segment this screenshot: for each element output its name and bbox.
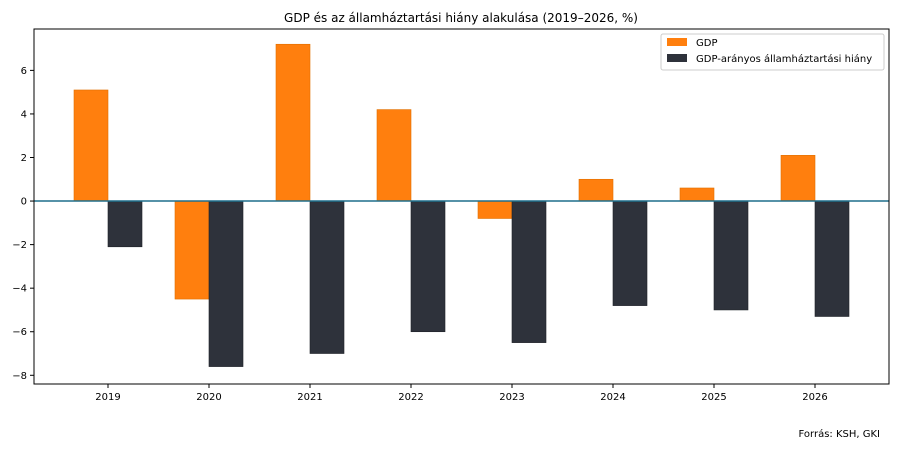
plot-frame bbox=[33, 28, 890, 385]
x-tick-label: 2026 bbox=[802, 392, 827, 403]
y-tick-label: 0 bbox=[21, 197, 27, 208]
x-tick-label: 2019 bbox=[95, 392, 120, 403]
bar-gdp-2019 bbox=[73, 89, 109, 202]
legend-label-gdp: GDP bbox=[696, 38, 717, 49]
source-note: Forrás: KSH, GKI bbox=[799, 428, 880, 440]
bar-deficit-2026 bbox=[814, 200, 850, 317]
y-tick-label: −8 bbox=[12, 371, 27, 382]
bar-gdp-2026 bbox=[780, 155, 816, 202]
bars-layer bbox=[73, 43, 850, 367]
bar-deficit-2022 bbox=[410, 200, 446, 333]
y-tick-label: 6 bbox=[21, 66, 27, 77]
legend-label-deficit: GDP-arányos államháztartási hiány bbox=[696, 53, 872, 65]
x-tick-label: 2022 bbox=[398, 392, 423, 403]
y-tick-label: 2 bbox=[21, 153, 27, 164]
x-tick-label: 2021 bbox=[297, 392, 322, 403]
bar-gdp-2021 bbox=[275, 43, 311, 202]
bar-deficit-2023 bbox=[511, 200, 547, 343]
bar-deficit-2025 bbox=[713, 200, 749, 311]
y-tick-label: −4 bbox=[12, 284, 27, 295]
bar-deficit-2019 bbox=[107, 200, 143, 248]
legend-swatch-gdp bbox=[667, 38, 687, 46]
bar-deficit-2020 bbox=[208, 200, 244, 367]
y-tick-label: −2 bbox=[12, 240, 27, 251]
chart-title: GDP és az államháztartási hiány alakulás… bbox=[284, 11, 638, 25]
legend-swatch-deficit bbox=[667, 54, 687, 62]
x-tick-label: 2024 bbox=[600, 392, 625, 403]
y-tick-label: 4 bbox=[21, 109, 27, 120]
x-axis: 2019 2020 2021 2022 2023 2024 2025 2026 bbox=[95, 384, 828, 403]
legend-box bbox=[660, 33, 885, 71]
bar-gdp-2022 bbox=[376, 109, 412, 202]
x-tick-label: 2025 bbox=[701, 392, 726, 403]
bar-gdp-2020 bbox=[174, 200, 210, 300]
x-tick-label: 2023 bbox=[499, 392, 524, 403]
x-tick-label: 2020 bbox=[196, 392, 221, 403]
bar-gdp-2023 bbox=[477, 200, 513, 219]
legend: GDP GDP-arányos államháztartási hiány bbox=[660, 33, 885, 71]
y-axis: −8 −6 −4 −2 0 2 4 6 bbox=[12, 66, 34, 382]
bar-gdp-2024 bbox=[578, 178, 614, 202]
y-tick-label: −6 bbox=[12, 327, 27, 338]
bar-gdp-2025 bbox=[679, 187, 715, 202]
bar-deficit-2024 bbox=[612, 200, 648, 306]
bar-deficit-2021 bbox=[309, 200, 345, 354]
